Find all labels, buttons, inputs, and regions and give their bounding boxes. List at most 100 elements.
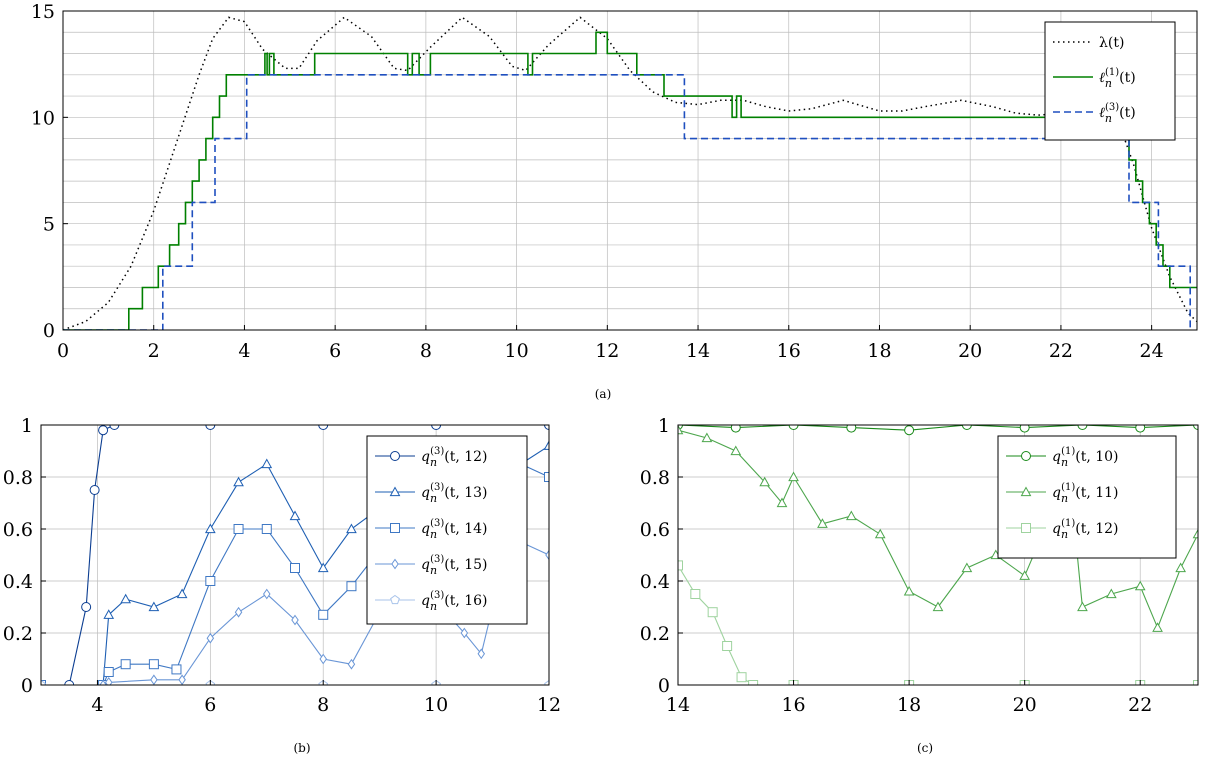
data-point bbox=[736, 672, 747, 683]
x-tick-label: 14 bbox=[686, 340, 710, 362]
legend-label: ℓn(1)(t) bbox=[1099, 67, 1136, 90]
y-tick-label: 15 bbox=[31, 1, 55, 23]
x-tick-label: 8 bbox=[317, 694, 329, 716]
data-point bbox=[904, 425, 915, 436]
data-point bbox=[1105, 588, 1117, 599]
y-tick-label: 0.6 bbox=[3, 519, 33, 541]
data-point bbox=[1193, 680, 1198, 685]
y-tick-label: 0 bbox=[658, 675, 670, 697]
data-point bbox=[234, 606, 243, 618]
data-point bbox=[1077, 425, 1088, 430]
data-point bbox=[1135, 425, 1146, 433]
legend-label: qn(3)(t, 15) bbox=[421, 554, 488, 577]
x-tick-label: 4 bbox=[238, 340, 250, 362]
data-point bbox=[1192, 528, 1198, 539]
data-point bbox=[109, 425, 120, 430]
data-point bbox=[817, 518, 828, 528]
data-point bbox=[263, 588, 271, 600]
data-point bbox=[845, 510, 857, 521]
data-point bbox=[98, 425, 109, 436]
series-markers-b-3 bbox=[41, 536, 549, 685]
data-point bbox=[776, 497, 788, 508]
data-point bbox=[874, 528, 886, 539]
data-point bbox=[347, 658, 356, 670]
data-point bbox=[477, 648, 486, 660]
x-tick-label: 14 bbox=[666, 694, 690, 716]
data-point bbox=[346, 581, 357, 592]
data-point bbox=[103, 667, 114, 677]
data-point bbox=[678, 560, 683, 571]
data-point bbox=[103, 609, 115, 619]
data-point bbox=[788, 425, 799, 430]
data-point bbox=[1175, 562, 1187, 573]
x-tick-label: 4 bbox=[91, 694, 103, 716]
series-line-b-0 bbox=[41, 425, 549, 685]
x-tick-label: 0 bbox=[57, 340, 69, 362]
x-tick-label: 24 bbox=[1140, 340, 1164, 362]
x-tick-label: 8 bbox=[420, 340, 432, 362]
series-line-c-2 bbox=[678, 565, 1198, 685]
data-point bbox=[544, 679, 549, 685]
legend-c: qn(1)(t, 10) qn(1)(t, 11) qn(1)(t, 12) bbox=[997, 435, 1177, 559]
y-tick-label: 0.2 bbox=[640, 623, 670, 645]
x-tick-label: 10 bbox=[505, 340, 529, 362]
data-point bbox=[205, 576, 216, 586]
x-tick-label: 2 bbox=[148, 340, 160, 362]
data-point bbox=[544, 425, 549, 430]
data-point bbox=[233, 524, 244, 534]
caption-a: (a) bbox=[595, 387, 612, 401]
data-point bbox=[903, 585, 915, 596]
y-tick-label: 0.8 bbox=[640, 467, 670, 489]
data-point bbox=[176, 588, 188, 599]
data-point bbox=[104, 677, 113, 685]
y-tick-label: 1 bbox=[21, 415, 33, 437]
data-point bbox=[543, 440, 549, 450]
series-line-c-0 bbox=[678, 425, 1198, 431]
grid-a bbox=[62, 10, 1197, 331]
data-point bbox=[1019, 425, 1030, 433]
x-tick-label: 6 bbox=[329, 340, 341, 362]
y-tick-label: 0 bbox=[43, 320, 55, 342]
data-point bbox=[678, 425, 684, 435]
data-point bbox=[150, 674, 158, 685]
data-point bbox=[730, 425, 741, 433]
legend-label: qn(3)(t, 13) bbox=[421, 482, 488, 505]
legend-label: ℓn(3)(t) bbox=[1099, 102, 1136, 125]
data-point bbox=[261, 458, 273, 469]
data-point bbox=[205, 425, 216, 430]
data-point bbox=[233, 476, 244, 487]
legend-label: qn(1)(t, 12) bbox=[1052, 518, 1119, 541]
data-point bbox=[317, 562, 329, 573]
data-point bbox=[178, 674, 186, 685]
data-point bbox=[961, 425, 972, 430]
legend-b: qn(3)(t, 12) qn(3)(t, 13) qn(3)(t, 14) qn(3… bbox=[366, 435, 528, 625]
series-line-a-1 bbox=[63, 31, 1197, 330]
data-point bbox=[545, 549, 549, 561]
data-point bbox=[431, 425, 442, 430]
data-point bbox=[722, 641, 733, 651]
data-point bbox=[701, 432, 713, 443]
data-point bbox=[318, 609, 329, 620]
data-point bbox=[1077, 601, 1088, 612]
data-point bbox=[206, 632, 215, 644]
data-point bbox=[148, 601, 160, 612]
chart-panel-a: 0 2 4 6 8 10 12 14 16 18 20 22 24051015λ(t)ℓn(1)(t)ℓ… bbox=[31, 1, 1198, 362]
series-line-a-0 bbox=[63, 16, 1197, 330]
y-tick-label: 1 bbox=[658, 415, 670, 437]
series-markers-c-0 bbox=[678, 425, 1198, 436]
data-point bbox=[932, 601, 944, 612]
data-point bbox=[1134, 580, 1146, 591]
data-point bbox=[707, 607, 718, 618]
legend-label: λ(t) bbox=[1099, 35, 1124, 51]
x-tick-label: 20 bbox=[1013, 694, 1037, 716]
data-point bbox=[1152, 622, 1163, 632]
plot-frame-b bbox=[40, 424, 550, 686]
y-tick-label: 0 bbox=[21, 675, 33, 697]
series-markers-c-2 bbox=[678, 560, 1198, 685]
data-point bbox=[81, 602, 92, 612]
data-point bbox=[1019, 570, 1031, 580]
legend-label: qn(1)(t, 11) bbox=[1052, 482, 1119, 505]
